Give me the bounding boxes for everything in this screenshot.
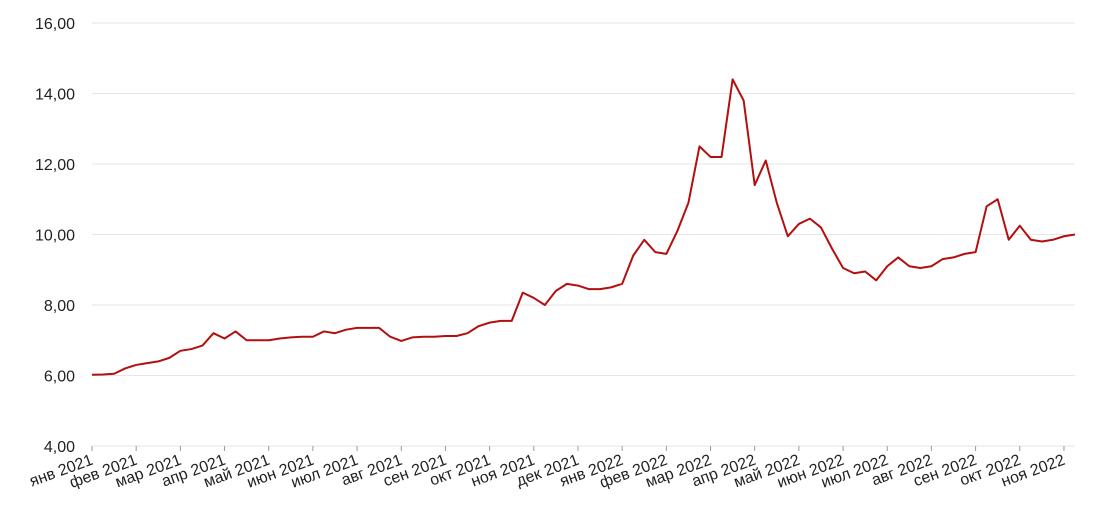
y-tick-label: 4,00: [44, 439, 75, 456]
y-tick-label: 16,00: [35, 16, 75, 33]
line: [91, 78, 1076, 376]
y-tick-label: 12,00: [35, 157, 75, 174]
y-tick-label: 10,00: [35, 228, 75, 245]
y-tick-label: 6,00: [44, 369, 75, 386]
y-tick-label: 8,00: [44, 298, 75, 315]
y-tick-label: 14,00: [35, 87, 75, 104]
